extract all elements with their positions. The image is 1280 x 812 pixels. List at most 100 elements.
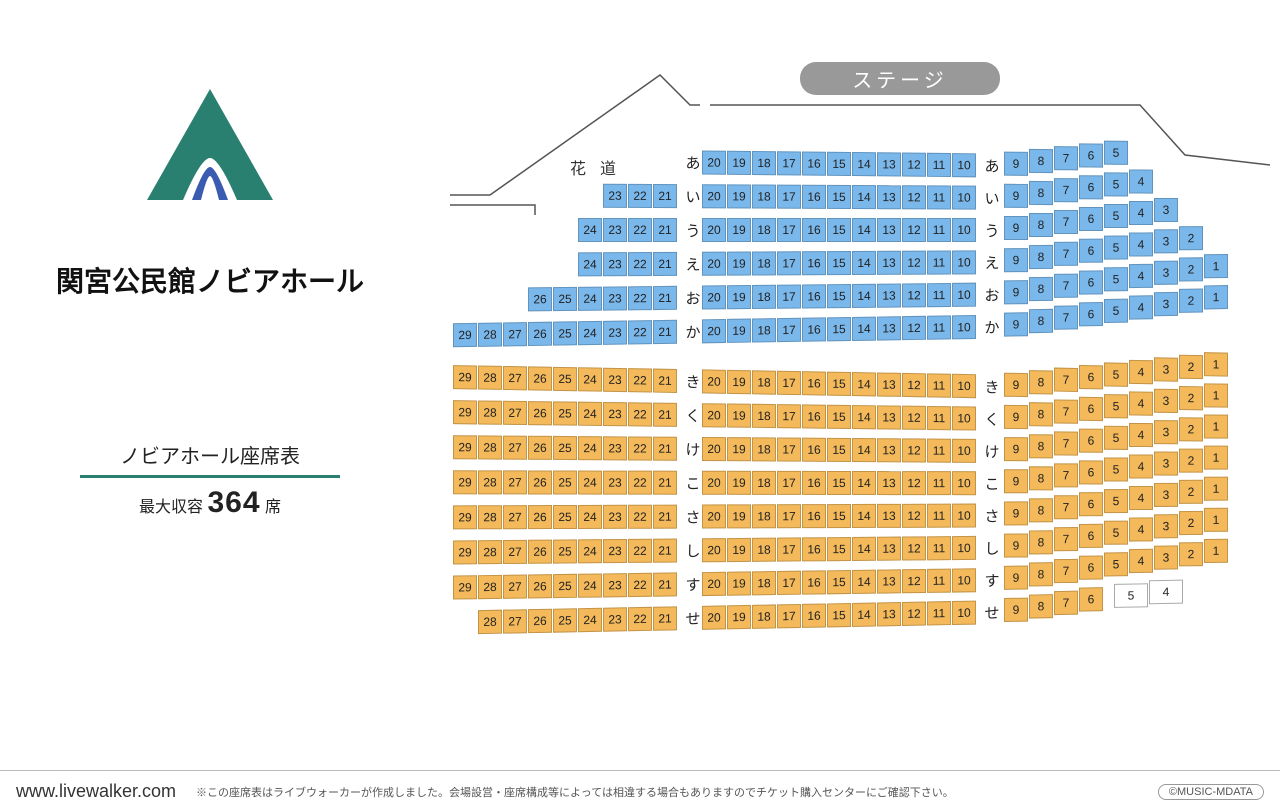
seat: 19	[727, 151, 751, 175]
seat: 11	[927, 569, 951, 593]
seat: 12	[902, 536, 926, 560]
seat: 17	[777, 604, 801, 628]
seat: 9	[1004, 373, 1028, 397]
capacity-prefix: 最大収容	[139, 499, 203, 516]
seat: 3	[1154, 198, 1178, 222]
seat: 19	[727, 218, 751, 242]
seat: 9	[1004, 152, 1028, 176]
seat: 19	[727, 403, 751, 427]
seat: 22	[628, 320, 652, 344]
seat: 24	[578, 436, 602, 460]
seat: 6	[1079, 270, 1103, 294]
seat: 19	[727, 605, 751, 629]
seat: 27	[503, 401, 527, 425]
stage-label: ステージ	[800, 62, 1000, 95]
seat: 16	[802, 284, 826, 308]
seat: 13	[877, 283, 901, 307]
seating-diagram: ステージ 花道 あ2019181716151413121110あ98765232…	[420, 0, 1280, 770]
seat: 10	[952, 568, 976, 592]
seat: 24	[578, 252, 602, 276]
seat: 10	[952, 471, 976, 495]
seat: 11	[927, 536, 951, 560]
row-label: す	[980, 569, 1004, 590]
row-label: せ	[980, 602, 1004, 623]
seat: 8	[1029, 309, 1053, 333]
seat: 23	[603, 321, 627, 345]
seat: 20	[702, 285, 726, 309]
seat: 12	[902, 373, 926, 397]
seat: 2	[1179, 480, 1203, 504]
seat-outline: 4	[1149, 580, 1183, 605]
seat: 3	[1154, 420, 1178, 444]
seat: 28	[478, 470, 502, 494]
seat: 23	[603, 402, 627, 426]
seat: 10	[952, 439, 976, 463]
seat: 13	[877, 185, 901, 209]
seat: 4	[1129, 201, 1153, 225]
seat: 18	[752, 151, 776, 175]
seat: 14	[852, 504, 876, 528]
seat: 15	[827, 218, 851, 242]
seat: 12	[902, 471, 926, 495]
seat: 22	[628, 505, 652, 529]
seat: 10	[952, 153, 976, 177]
seat: 6	[1079, 397, 1103, 421]
seat: 21	[653, 403, 677, 427]
seat: 23	[603, 286, 627, 310]
seat: 18	[752, 370, 776, 394]
seat: 15	[827, 317, 851, 341]
seat: 6	[1079, 587, 1103, 611]
seat: 13	[877, 152, 901, 176]
seat: 29	[453, 365, 477, 389]
seat: 26	[528, 574, 552, 598]
seat: 27	[503, 366, 527, 390]
seat: 6	[1079, 429, 1103, 453]
seat: 18	[752, 471, 776, 495]
seat: 17	[777, 151, 801, 175]
seat: 11	[927, 504, 951, 528]
seat: 2	[1179, 226, 1203, 250]
seat: 22	[628, 218, 652, 242]
seat: 8	[1029, 434, 1053, 458]
seat: 7	[1054, 368, 1078, 392]
seat: 22	[628, 252, 652, 276]
seat: 27	[503, 436, 527, 460]
seat: 26	[528, 436, 552, 460]
seat: 4	[1129, 391, 1153, 415]
seat: 4	[1129, 486, 1153, 510]
seat: 2	[1179, 542, 1203, 566]
seat: 10	[952, 536, 976, 560]
seat: 11	[927, 406, 951, 430]
seat: 8	[1029, 530, 1053, 554]
row-label: あ	[980, 155, 1004, 176]
seat: 23	[603, 505, 627, 529]
seat: 15	[827, 570, 851, 594]
seat: 9	[1004, 280, 1028, 304]
seat: 10	[952, 250, 976, 274]
seat: 25	[553, 321, 577, 345]
seat: 26	[528, 366, 552, 390]
seat: 18	[752, 604, 776, 628]
seat: 12	[902, 283, 926, 307]
seat: 24	[578, 218, 602, 242]
seat: 24	[578, 505, 602, 529]
seat: 29	[453, 540, 477, 564]
seat: 2	[1179, 288, 1203, 312]
seat: 14	[852, 251, 876, 275]
seat: 20	[702, 218, 726, 242]
seat: 25	[553, 608, 577, 632]
seat: 19	[727, 538, 751, 562]
seat: 14	[852, 438, 876, 462]
seating-chart-subtitle: ノビアホール座席表	[80, 440, 340, 469]
seat: 27	[503, 609, 527, 633]
seat: 19	[727, 370, 751, 394]
seat: 17	[777, 504, 801, 528]
seat: 10	[952, 315, 976, 339]
seat: 5	[1104, 141, 1128, 165]
seat: 25	[553, 401, 577, 425]
seat: 21	[653, 471, 677, 495]
seat-outline: 5	[1114, 583, 1148, 608]
seat: 1	[1204, 414, 1228, 438]
seat: 3	[1154, 389, 1178, 413]
seat: 21	[653, 286, 677, 310]
